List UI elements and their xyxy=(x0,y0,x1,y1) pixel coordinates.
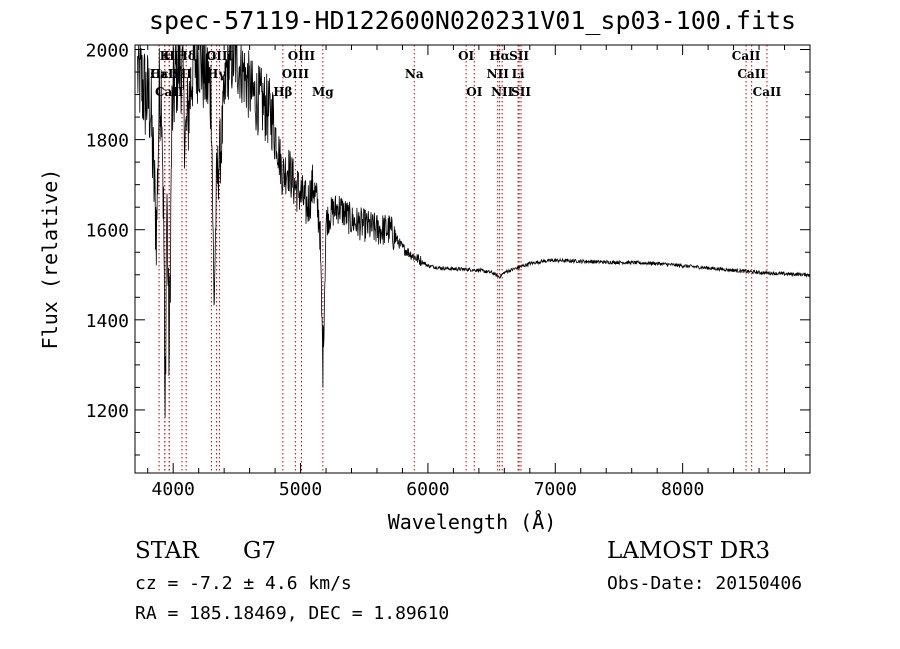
line-marker-label: Mg xyxy=(312,85,334,99)
line-marker-label: K xyxy=(160,49,171,63)
chart-title: spec-57119-HD122600N020231V01_sp03-100.f… xyxy=(148,6,797,35)
line-marker-label: SII xyxy=(511,85,531,99)
line-marker-label: CaII xyxy=(151,67,180,81)
x-tick-label: 6000 xyxy=(406,479,449,500)
line-marker-label: Hγ xyxy=(207,67,226,81)
line-marker-label: CaII xyxy=(737,67,766,81)
line-marker-label: OIII xyxy=(206,49,234,63)
line-marker-label: Na xyxy=(405,67,424,81)
y-tick-label: 1600 xyxy=(86,221,129,242)
object-class: STAR xyxy=(135,538,199,564)
line-marker-label: Li xyxy=(512,67,525,81)
ra-dec-coordinates: RA = 185.18469, DEC = 1.89610 xyxy=(135,603,450,624)
line-marker-label: NII xyxy=(487,67,510,81)
line-marker-label: Hβ xyxy=(273,85,292,99)
x-axis-label: Wavelength (Å) xyxy=(387,510,557,534)
x-tick-label: 8000 xyxy=(661,479,704,500)
line-marker-label: G xyxy=(206,49,216,63)
line-marker-label: SII xyxy=(172,67,192,81)
line-marker-label: Hδ xyxy=(177,49,196,63)
x-tick-label: 5000 xyxy=(279,479,322,500)
line-marker-label: OIII xyxy=(288,49,316,63)
x-tick-label: 4000 xyxy=(152,479,195,500)
line-marker-label: CaII xyxy=(155,85,184,99)
line-marker-label: Hε xyxy=(150,67,169,81)
line-marker-label: OI xyxy=(466,85,482,99)
redshift-velocity: cz = -7.2 ± 4.6 km/s xyxy=(135,573,352,594)
plot-frame xyxy=(134,44,811,474)
spectrum-line xyxy=(137,44,811,418)
line-marker-label: CaII xyxy=(732,49,761,63)
line-marker-label: CaII xyxy=(753,85,782,99)
y-tick-label: 1400 xyxy=(86,311,129,332)
line-marker-label: OI xyxy=(458,49,474,63)
line-marker-label: OIII xyxy=(282,67,310,81)
line-marker-label: H xyxy=(164,49,175,63)
survey-name: LAMOST DR3 xyxy=(607,538,771,564)
observation-date: Obs-Date: 20150406 xyxy=(607,573,803,594)
subclass: G7 xyxy=(243,538,277,564)
x-tick-label: 7000 xyxy=(534,479,577,500)
line-marker-label: SII xyxy=(509,49,529,63)
line-marker-label: Hα xyxy=(489,49,510,63)
y-tick-label: 2000 xyxy=(86,41,129,62)
y-tick-label: 1200 xyxy=(86,401,129,422)
y-tick-label: 1800 xyxy=(86,131,129,152)
line-marker-label: NII xyxy=(491,85,514,99)
